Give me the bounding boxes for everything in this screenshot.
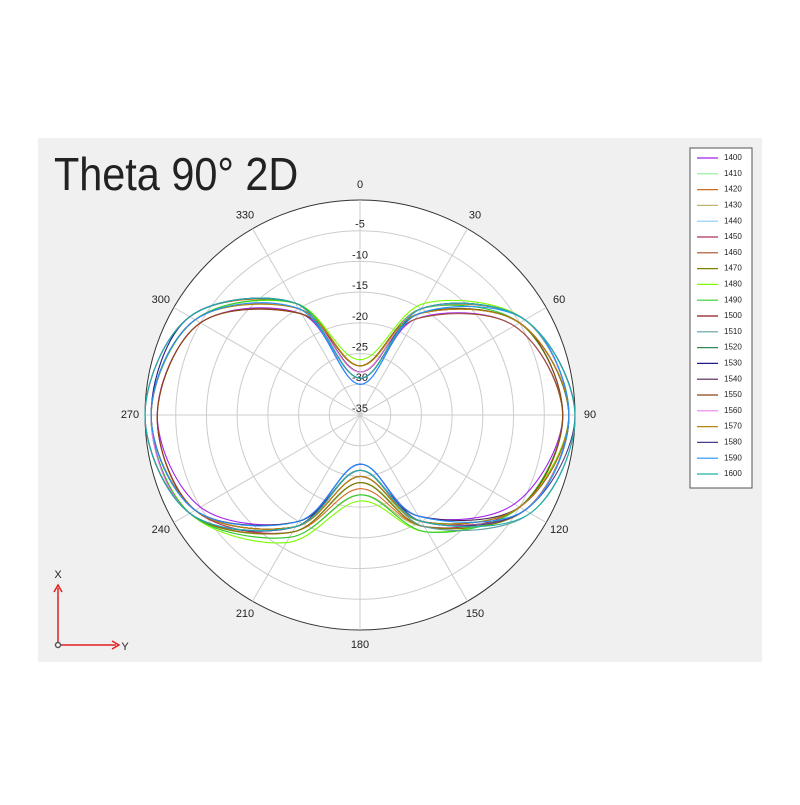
legend-label: 1450 <box>724 232 742 241</box>
legend-label: 1470 <box>724 264 742 273</box>
legend-label: 1490 <box>724 295 742 304</box>
legend-label: 1460 <box>724 248 742 257</box>
grid-spoke <box>173 414 361 523</box>
grid-spoke <box>173 307 361 416</box>
legend-label: 1590 <box>724 453 742 462</box>
legend-label: 1520 <box>724 343 742 352</box>
theta-tick-label: 240 <box>152 524 170 536</box>
grid-spoke <box>359 307 547 416</box>
grid-spoke <box>252 228 361 416</box>
grid-spoke <box>252 414 361 602</box>
legend-label: 1420 <box>724 185 742 194</box>
r-tick-label: -5 <box>355 219 365 231</box>
grid-spoke <box>359 414 468 602</box>
legend-label: 1410 <box>724 169 742 178</box>
r-tick-label: -15 <box>352 280 368 292</box>
legend-label: 1570 <box>724 422 742 431</box>
grid-spoke <box>359 228 468 416</box>
legend-label: 1480 <box>724 280 742 289</box>
theta-tick-label: 300 <box>152 294 170 306</box>
legend-label: 1500 <box>724 311 742 320</box>
legend-label: 1580 <box>724 438 742 447</box>
theta-tick-label: 90 <box>584 409 596 421</box>
origin <box>54 641 62 649</box>
grid-spoke <box>359 414 547 523</box>
theta-tick-label: 150 <box>466 608 484 620</box>
theta-tick-label: 270 <box>121 409 139 421</box>
theta-tick-label: 120 <box>550 524 568 536</box>
legend <box>689 147 753 489</box>
axis-y-label: Y <box>121 641 129 653</box>
legend-label: 1430 <box>724 201 742 210</box>
arrow-head <box>53 583 121 650</box>
r-tick-label: -35 <box>352 403 368 415</box>
legend-label: 1560 <box>724 406 742 415</box>
theta-tick-label: 180 <box>351 639 369 651</box>
theta-tick-label: 210 <box>236 608 254 620</box>
series-line <box>144 297 576 532</box>
theta-tick-label: 0 <box>357 179 363 191</box>
legend-label: 1510 <box>724 327 742 336</box>
r-tick-label: -20 <box>352 311 368 323</box>
legend-label: 1550 <box>724 390 742 399</box>
theta-tick-label: 30 <box>469 210 481 222</box>
axis-indicator <box>53 583 121 650</box>
legend-label: 1540 <box>724 374 742 383</box>
axis-x-label: X <box>54 569 62 581</box>
r-tick-label: -10 <box>352 249 368 261</box>
legend-label: 1440 <box>724 216 742 225</box>
legend-label: 1530 <box>724 359 742 368</box>
theta-tick-label: 60 <box>553 294 565 306</box>
legend-label: 1600 <box>724 469 742 478</box>
title: Theta 90° 2D <box>54 149 298 201</box>
theta-tick-label: 330 <box>236 210 254 222</box>
r-tick-label: -25 <box>352 341 368 353</box>
legend-label: 1400 <box>724 153 742 162</box>
